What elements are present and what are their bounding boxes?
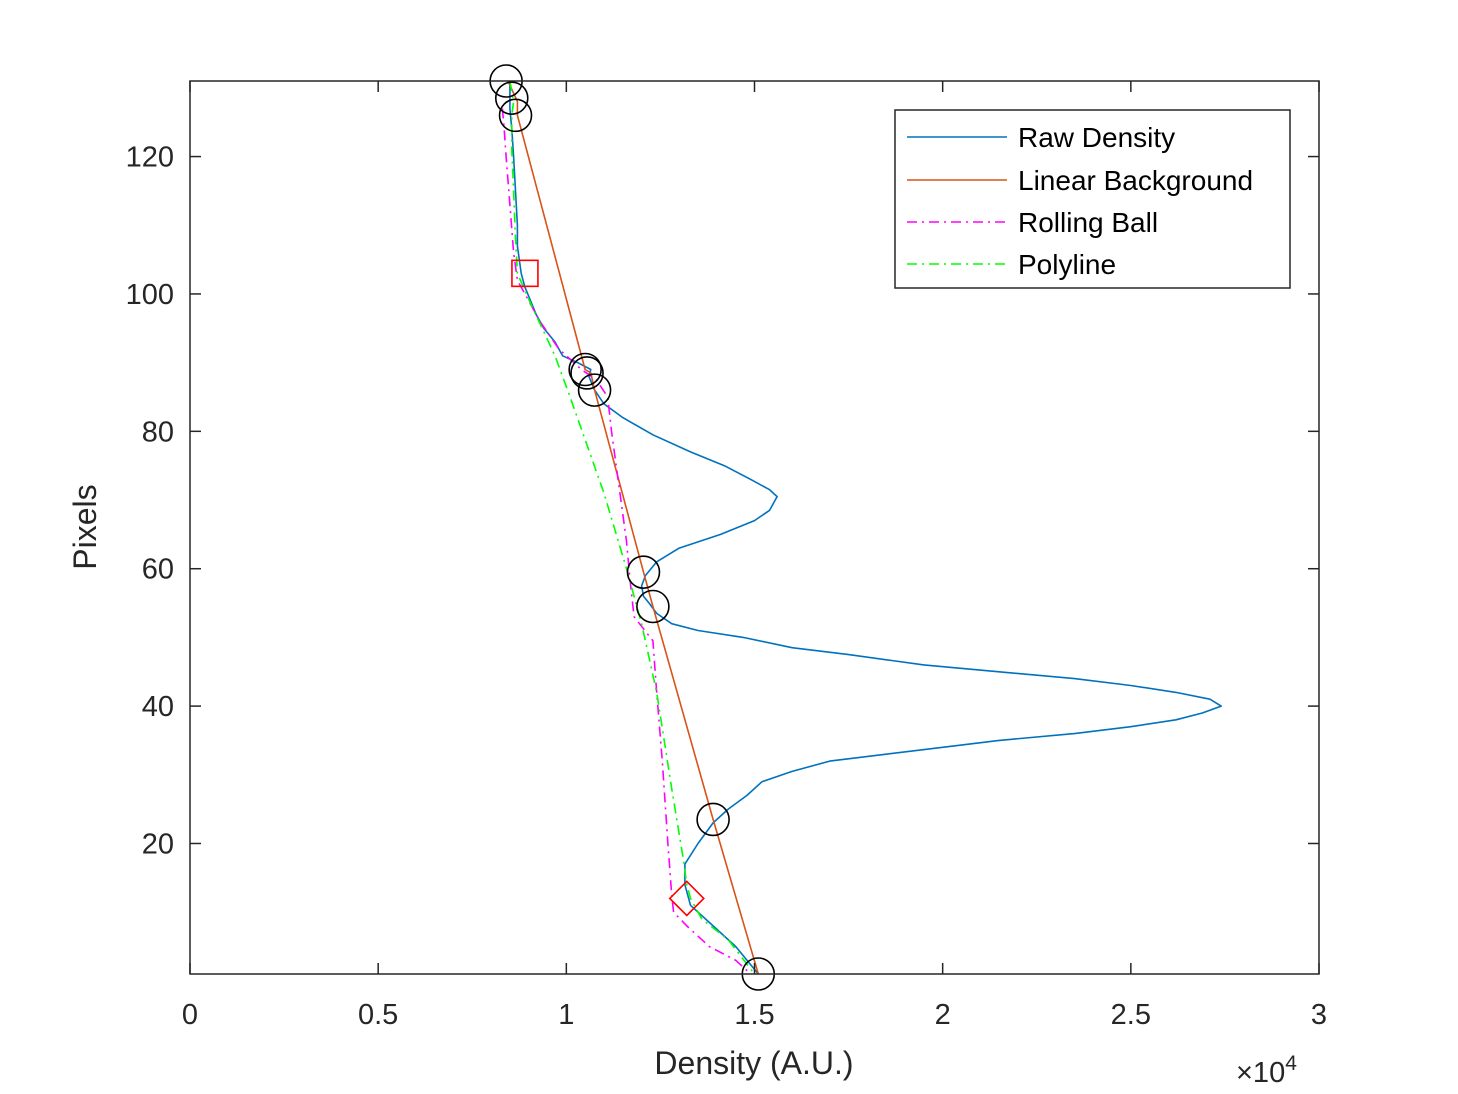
peak-circle-marker-2 (498, 98, 533, 133)
y-tick-label-2: 60 (142, 554, 174, 586)
legend: Raw Density Linear Background Rolling Ba… (894, 109, 1291, 289)
y-tick-label-4: 100 (126, 279, 174, 311)
peak-circle-marker-1 (494, 81, 529, 115)
y-axis-label: Pixels (67, 484, 103, 569)
y-tick-label-3: 80 (142, 416, 174, 448)
x-tick-label-6: 3 (1311, 999, 1327, 1031)
x-tick-label-2: 1 (558, 999, 574, 1031)
x-tick-label-3: 1.5 (734, 999, 774, 1031)
legend-label-polyline: Polyline (1018, 249, 1116, 280)
y-tick-label-0: 20 (142, 828, 174, 860)
diamond-marker-0 (668, 880, 705, 917)
square-marker-0 (511, 259, 539, 288)
legend-label-raw-density: Raw Density (1018, 122, 1175, 153)
legend-label-rolling-ball: Rolling Ball (1018, 207, 1158, 238)
x-exponent-label: ×104 (1236, 1052, 1297, 1089)
x-exponent-base: ×10 (1236, 1057, 1285, 1089)
peak-circle-marker-6 (626, 555, 661, 589)
x-exponent-power: 4 (1285, 1052, 1297, 1075)
series-layer (501, 80, 1222, 975)
peak-circle-marker-8 (696, 802, 730, 837)
series-line-polyline (509, 80, 756, 975)
peak-circle-marker-3 (568, 352, 602, 387)
ticks-layer: 0 0.5 1 1.5 2 2.5 3 20 40 60 80 100 120 (126, 81, 1327, 1031)
x-tick-label-4: 2 (935, 999, 951, 1031)
peak-circle-marker-4 (570, 356, 604, 390)
x-tick-label-0: 0 (182, 999, 198, 1031)
series-line-linear-background (507, 80, 760, 975)
x-tick-label-5: 2.5 (1111, 999, 1151, 1031)
peak-circle-marker-5 (577, 373, 612, 407)
peak-circle-marker-7 (636, 589, 670, 624)
series-line-rolling-ball (501, 108, 752, 975)
x-tick-label-1: 0.5 (358, 999, 398, 1031)
y-tick-label-5: 120 (126, 142, 174, 174)
y-tick-label-1: 40 (142, 691, 174, 723)
x-axis-label: Density (A.U.) (654, 1045, 853, 1081)
legend-label-linear-background: Linear Background (1018, 165, 1253, 196)
series-line-raw-density (509, 81, 1222, 975)
legend-box (894, 109, 1291, 289)
